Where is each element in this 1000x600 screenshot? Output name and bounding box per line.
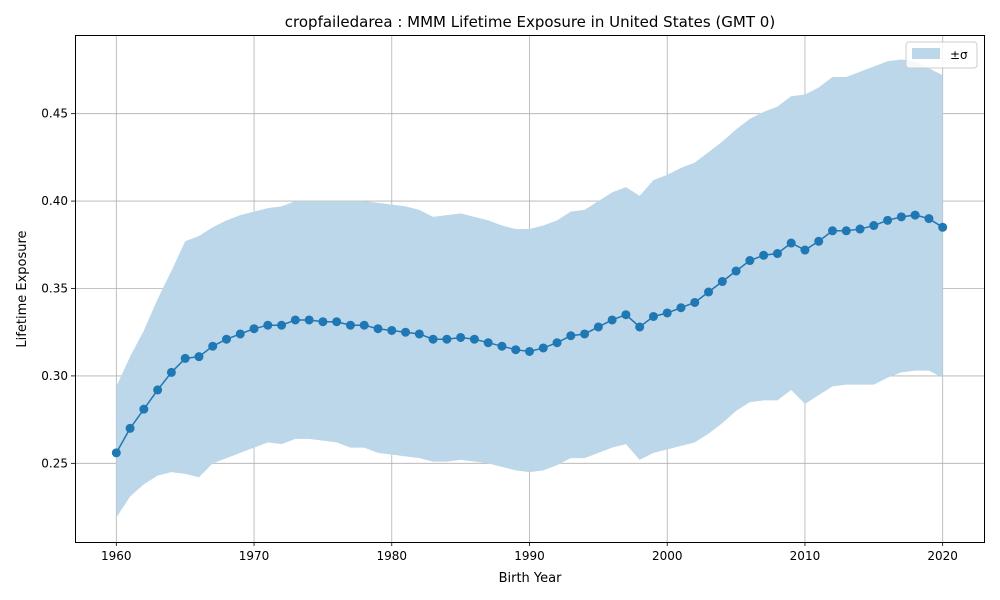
sigma-band [116,59,943,518]
data-point [759,250,769,260]
data-point [290,315,300,325]
data-point [786,238,796,248]
sigma-band-layer [116,59,943,518]
x-axis-label: Birth Year [499,571,563,586]
data-point [139,404,149,414]
data-points [111,210,948,458]
data-point [359,320,369,330]
data-point [648,311,658,321]
data-point [896,212,906,222]
x-axis-ticks: 1960 1970 1980 1990 2000 2010 2020 [101,542,958,563]
data-point [249,324,259,334]
legend-label-sigma: ±σ [950,48,968,62]
legend-swatch-sigma [912,48,940,59]
data-point [676,303,686,313]
data-point [580,329,590,339]
data-point [194,352,204,362]
data-point [456,332,466,342]
data-point [483,338,493,348]
x-tick-label: 1970 [239,549,270,563]
data-point [525,346,534,356]
data-point [814,236,824,246]
x-tick-label: 2020 [927,549,958,563]
data-point [511,345,521,355]
data-point [690,297,700,307]
x-tick-label: 1980 [376,549,407,563]
data-point [662,308,672,318]
data-point [111,448,121,458]
data-point [717,277,727,287]
y-axis-ticks: 0.25 0.30 0.35 0.40 0.45 [41,107,75,470]
legend: ±σ [905,41,978,69]
data-point [263,320,273,330]
data-point [855,224,865,234]
data-point [153,385,163,395]
data-point [222,334,231,344]
data-point [414,329,424,339]
data-point [883,215,893,225]
data-point [800,245,810,255]
data-point [841,226,851,236]
data-point [166,367,176,377]
x-tick-label: 1990 [514,549,545,563]
data-point [566,331,576,341]
y-tick-label: 0.25 [41,456,68,470]
data-point [910,210,920,220]
data-point [704,287,714,297]
data-point [745,256,755,266]
chart-title: cropfailedarea : MMM Lifetime Exposure i… [285,13,775,31]
data-point [469,334,479,344]
data-point [442,334,452,344]
data-point [345,320,355,330]
data-point [938,222,948,232]
data-point [538,343,548,353]
data-point [332,317,342,327]
data-point [924,214,934,224]
data-point [304,315,314,325]
data-point [401,327,411,337]
y-tick-label: 0.40 [41,194,68,208]
data-point [621,310,631,320]
data-point [387,325,397,335]
data-point [428,334,438,344]
x-tick-label: 2000 [652,549,683,563]
data-point [277,320,287,330]
data-point [125,423,135,433]
x-tick-label: 1960 [101,549,132,563]
y-axis-label: Lifetime Exposure [15,230,30,347]
data-point [552,338,562,348]
data-point [497,341,507,351]
data-point [731,266,741,276]
data-point [772,249,782,259]
data-point [180,353,190,363]
data-point [635,322,645,332]
data-point [235,329,245,339]
data-point [318,317,328,327]
data-point [828,226,837,236]
data-point [869,221,879,231]
data-point [208,341,218,351]
plot-frame [75,35,985,543]
y-tick-label: 0.35 [41,282,68,296]
data-point [607,315,617,325]
data-point [593,322,603,332]
data-point [373,324,383,334]
x-tick-label: 2010 [790,549,821,563]
y-tick-label: 0.45 [41,107,68,121]
y-tick-label: 0.30 [41,369,68,383]
